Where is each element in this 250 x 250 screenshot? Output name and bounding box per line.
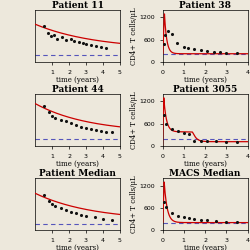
Point — [55, 37, 59, 41]
Point — [94, 128, 98, 132]
Point — [162, 42, 166, 46]
Point — [84, 214, 88, 218]
Point — [199, 138, 203, 142]
Point — [187, 132, 191, 136]
Point — [235, 220, 239, 224]
Point — [182, 45, 186, 49]
Point — [104, 46, 108, 50]
Point — [72, 39, 76, 43]
Point — [58, 118, 62, 122]
Point — [99, 45, 103, 49]
Point — [79, 213, 83, 217]
Point — [49, 34, 53, 38]
Point — [104, 130, 108, 134]
Point — [192, 139, 196, 143]
Point — [89, 128, 93, 132]
Point — [224, 51, 228, 55]
Point — [110, 218, 114, 222]
X-axis label: time (years): time (years) — [184, 76, 226, 84]
Point — [46, 110, 50, 114]
Point — [92, 215, 96, 219]
Point — [69, 210, 73, 214]
Point — [182, 131, 186, 135]
Point — [182, 215, 186, 219]
Point — [199, 218, 203, 222]
Point — [176, 214, 180, 218]
Title: MACS Median: MACS Median — [169, 169, 241, 178]
Point — [42, 104, 46, 108]
Point — [74, 123, 78, 127]
Point — [205, 49, 209, 53]
Point — [74, 212, 78, 216]
Title: Patient 3055: Patient 3055 — [173, 85, 237, 94]
Point — [110, 130, 114, 134]
Title: Patient 44: Patient 44 — [52, 85, 104, 94]
X-axis label: time (years): time (years) — [184, 160, 226, 168]
Point — [46, 31, 50, 35]
Point — [79, 125, 83, 129]
Title: Patient 38: Patient 38 — [179, 1, 231, 10]
Point — [214, 219, 218, 223]
Point — [69, 37, 73, 41]
Point — [52, 34, 56, 38]
Point — [214, 139, 218, 143]
Title: Patient 11: Patient 11 — [52, 1, 104, 10]
Point — [42, 24, 46, 28]
Point — [205, 139, 209, 143]
Point — [170, 127, 174, 131]
Point — [89, 44, 93, 48]
Point — [192, 47, 196, 51]
Point — [54, 116, 58, 120]
Point — [50, 114, 54, 118]
Point — [176, 41, 180, 45]
Point — [80, 41, 84, 45]
Point — [235, 51, 239, 55]
Point — [224, 140, 228, 143]
Point — [54, 204, 58, 208]
Point — [235, 140, 239, 144]
Point — [163, 33, 167, 37]
Point — [164, 205, 168, 209]
Point — [64, 38, 68, 42]
Point — [94, 44, 98, 48]
Point — [164, 122, 168, 126]
Y-axis label: CD4+ T cells/μL: CD4+ T cells/μL — [130, 91, 138, 149]
Point — [64, 120, 68, 124]
Point — [212, 50, 216, 54]
Point — [50, 202, 54, 206]
Point — [60, 35, 64, 39]
X-axis label: time (years): time (years) — [56, 76, 99, 84]
Y-axis label: CD4+ T cells/μL: CD4+ T cells/μL — [130, 175, 138, 233]
Point — [192, 217, 196, 221]
Point — [176, 130, 180, 134]
Point — [170, 211, 174, 215]
Point — [187, 216, 191, 220]
Point — [224, 220, 228, 224]
Point — [99, 129, 103, 133]
Point — [77, 40, 81, 44]
Point — [162, 200, 166, 204]
Point — [199, 48, 203, 52]
Point — [101, 217, 105, 221]
Point — [162, 113, 166, 117]
Point — [166, 30, 170, 34]
Point — [205, 218, 209, 222]
X-axis label: time (years): time (years) — [56, 160, 99, 168]
Point — [84, 126, 88, 130]
Point — [186, 46, 190, 50]
Point — [218, 50, 222, 54]
Point — [170, 32, 174, 36]
Point — [46, 199, 50, 203]
Point — [64, 208, 68, 212]
X-axis label: time (years): time (years) — [184, 244, 226, 250]
Point — [84, 42, 88, 46]
Point — [42, 193, 46, 197]
Title: Patient Median: Patient Median — [39, 169, 116, 178]
Y-axis label: CD4+ T cells/μL: CD4+ T cells/μL — [130, 7, 138, 65]
Point — [69, 121, 73, 125]
X-axis label: time (years): time (years) — [56, 244, 99, 250]
Point — [58, 206, 62, 210]
